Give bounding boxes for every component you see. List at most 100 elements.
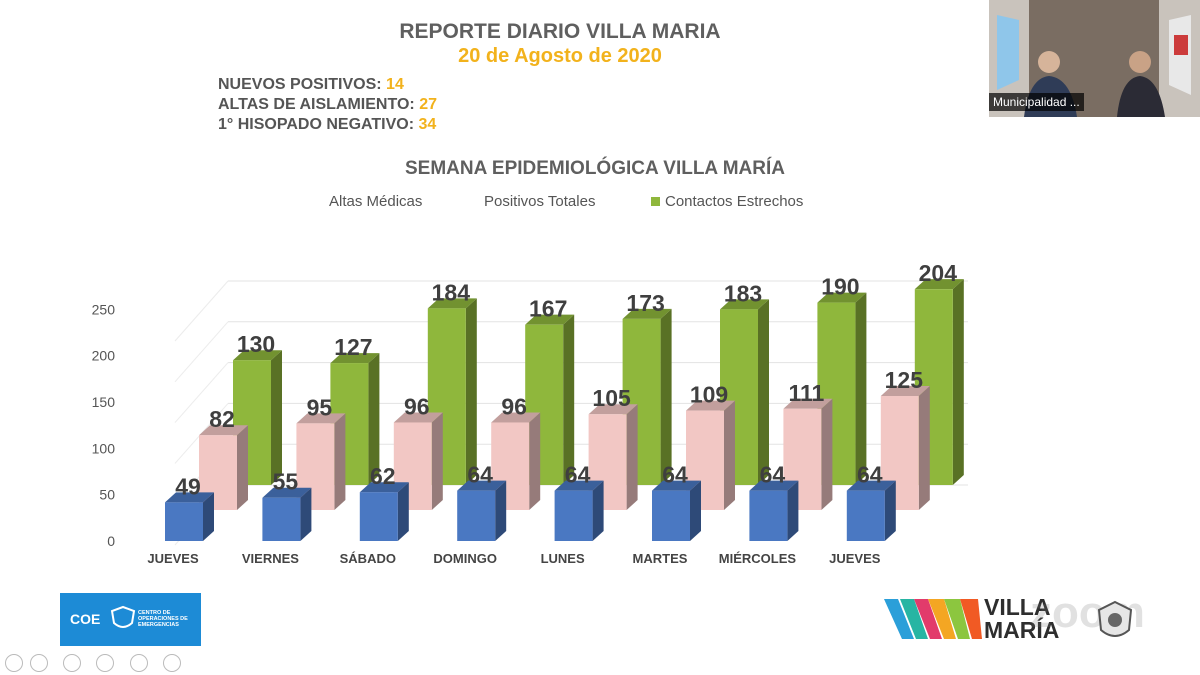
brand-line-1: VILLA (984, 594, 1051, 620)
bar-side (563, 314, 575, 485)
bar (652, 490, 690, 541)
bar-side (397, 482, 409, 541)
bar-side (529, 412, 541, 510)
pen-icon[interactable] (63, 654, 81, 672)
gridline-side (174, 362, 229, 423)
data-label: 130 (237, 331, 275, 357)
zoom-icon[interactable] (130, 654, 148, 672)
stat-label: 1° HISOPADO NEGATIVO: (218, 116, 415, 133)
bar-top (491, 412, 541, 423)
bar-top (262, 487, 312, 498)
bar-top (652, 480, 701, 491)
data-label: 109 (690, 382, 728, 408)
x-tick-label: MARTES (633, 551, 688, 566)
slides-icon[interactable] (96, 654, 114, 672)
data-label: 111 (788, 380, 824, 406)
bar-side (271, 350, 282, 485)
bar-side (787, 480, 799, 541)
y-tick-label: 100 (92, 440, 116, 456)
villa-maria-logo-icon (884, 599, 982, 639)
bar-side (368, 353, 380, 485)
stat-label: ALTAS DE AISLAMIENTO: (218, 96, 415, 113)
bar-side (918, 386, 930, 510)
bar-side (203, 492, 214, 541)
data-label: 64 (662, 462, 688, 488)
bar-top (554, 480, 604, 491)
data-label: 167 (529, 296, 567, 322)
data-label: 125 (885, 367, 924, 393)
back-icon[interactable] (5, 654, 23, 672)
villa-maria-wordmark: VILLA MARÍA (984, 596, 1059, 642)
legend-item-positivos: Positivos Totales (484, 193, 595, 210)
bar-top (296, 413, 346, 424)
bar (262, 497, 301, 541)
data-label: 183 (724, 280, 762, 306)
data-label: 64 (857, 462, 883, 488)
video-thumbnail[interactable]: Municipalidad ... (989, 0, 1200, 117)
data-label: 96 (404, 393, 430, 419)
coe-acronym: COE (70, 611, 101, 627)
data-label: 190 (821, 274, 859, 300)
bar-side (626, 404, 638, 510)
bar-top (749, 480, 799, 491)
bar-top (457, 480, 507, 491)
stat-value: 14 (386, 76, 404, 93)
data-label: 64 (760, 462, 786, 488)
bar-side (758, 299, 769, 485)
bar (457, 490, 496, 541)
bar-top (199, 425, 248, 436)
bar (165, 502, 203, 541)
presentation-toolbar (0, 650, 200, 675)
play-icon[interactable] (30, 654, 48, 672)
bar-top (880, 386, 930, 396)
bar-top (427, 298, 477, 309)
data-label: 62 (370, 463, 396, 489)
coe-shield-icon (110, 605, 136, 628)
stat-value: 27 (419, 96, 437, 113)
bar-top (233, 350, 282, 361)
x-tick-label: JUEVES (147, 551, 199, 566)
y-tick-label: 250 (92, 301, 116, 317)
x-tick-label: VIERNES (242, 551, 299, 566)
bar-top (359, 482, 409, 493)
more-icon[interactable] (163, 654, 181, 672)
stat-label: NUEVOS POSITIVOS: (218, 76, 382, 93)
legend-swatch (651, 197, 660, 206)
legend-item-altas: Altas Médicas (329, 193, 422, 210)
coe-logo: COE CENTRO DE OPERACIONES DE EMERGENCIAS (60, 593, 201, 646)
gridline-side (174, 280, 229, 342)
y-tick-label: 0 (107, 533, 115, 549)
bar-side (724, 400, 735, 510)
bar-top (914, 279, 964, 290)
x-tick-label: LUNES (541, 551, 585, 566)
bar-top (588, 404, 638, 415)
bar-side (237, 425, 248, 510)
bar-side (952, 279, 964, 485)
legend-item-contactos: Contactos Estrechos (651, 193, 803, 210)
legend-label: Contactos Estrechos (665, 193, 804, 210)
bar (749, 490, 788, 541)
chart-title: SEMANA EPIDEMIOLÓGICA VILLA MARÍA (405, 158, 785, 179)
data-label: 64 (467, 462, 493, 488)
report-title: REPORTE DIARIO VILLA MARIA (399, 20, 721, 43)
data-label: 173 (626, 290, 664, 316)
bar-side (855, 292, 867, 485)
x-tick-label: DOMINGO (433, 551, 497, 566)
participant-name: Municipalidad ... (989, 93, 1084, 111)
stat-value: 34 (418, 116, 437, 133)
stat-hisopado-negativo: 1° HISOPADO NEGATIVO: 34 (218, 116, 436, 134)
bar (554, 490, 593, 541)
stat-altas-aislamiento: ALTAS DE AISLAMIENTO: 27 (218, 96, 437, 114)
bar-top (783, 398, 833, 409)
x-tick-label: MIÉRCOLES (719, 551, 797, 566)
bar (359, 492, 398, 541)
y-tick-label: 200 (92, 348, 116, 364)
bar-top (817, 292, 867, 303)
legend-label: Altas Médicas (329, 193, 423, 210)
bar-side (465, 298, 477, 485)
data-label: 127 (334, 334, 372, 360)
bar-top (846, 480, 896, 491)
bar-top (622, 308, 672, 319)
bar-side (431, 412, 443, 510)
